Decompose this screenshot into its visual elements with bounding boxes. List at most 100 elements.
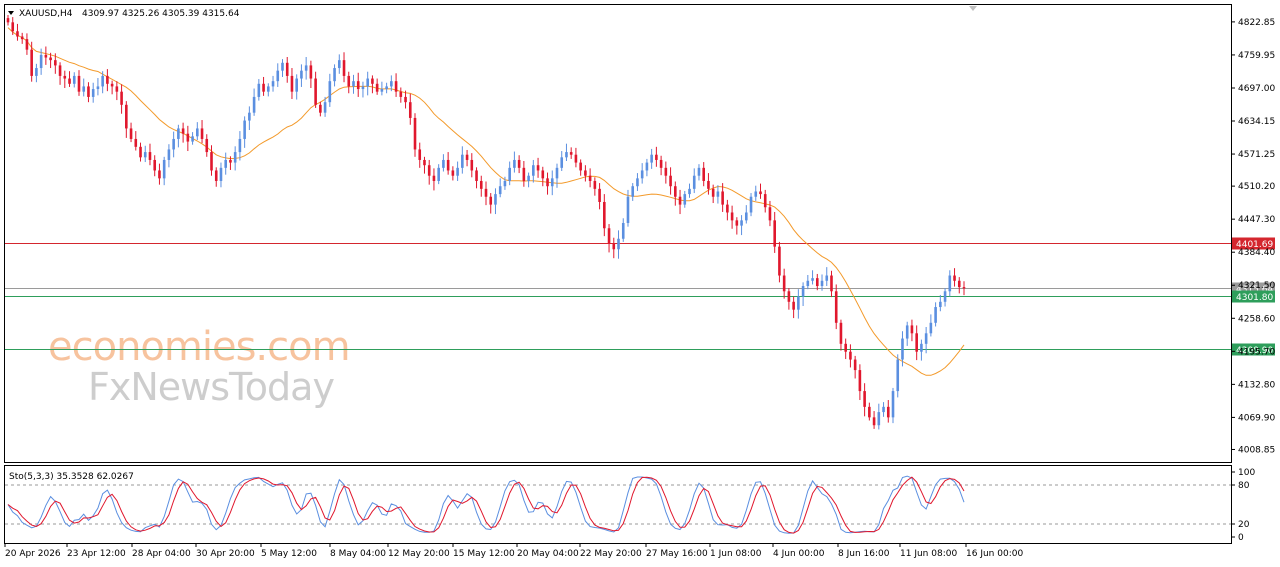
candle-body: [844, 343, 847, 352]
candle-body: [929, 322, 933, 334]
candle-body: [238, 138, 242, 153]
candle-body: [678, 196, 682, 205]
candle-body: [886, 406, 890, 418]
candle-body: [522, 167, 526, 181]
candle-body: [20, 36, 24, 40]
candle-body: [418, 149, 422, 160]
scroll-indicator-icon[interactable]: [969, 6, 977, 11]
candle-body: [371, 78, 374, 84]
candle-body: [200, 128, 204, 139]
candle-body: [143, 152, 147, 158]
candle-body: [432, 175, 436, 181]
candle-body: [385, 86, 388, 90]
candle-body: [456, 167, 459, 176]
stoch-signal-line: [7, 476, 965, 534]
candle-body: [196, 128, 199, 137]
candle-body: [257, 83, 261, 97]
candle-body: [759, 191, 762, 195]
candle-body: [953, 275, 956, 281]
candle-body: [579, 162, 582, 171]
watermark: economies.com FxNewsToday: [48, 324, 351, 409]
candle-body: [584, 170, 587, 176]
stochastic-panel-frame: [4, 465, 1232, 544]
candle-body: [820, 280, 824, 287]
candle-body: [139, 146, 142, 158]
candle-body: [162, 159, 166, 179]
candle-body: [347, 75, 351, 87]
candle-body: [697, 167, 701, 176]
candle-body: [44, 54, 48, 58]
candle-body: [177, 128, 180, 139]
candle-body: [674, 186, 677, 197]
time-axis: 20 Apr 2026 23 Apr 12:00 28 Apr 04:00 30 Ap…: [4, 543, 1023, 559]
candle-body: [219, 167, 223, 181]
candle-body: [295, 78, 298, 92]
time-tick-label: 27 May 16:00: [646, 549, 708, 559]
stoch-tick-label: 0: [1238, 533, 1244, 543]
level-badge: [1232, 237, 1275, 250]
candle-body: [271, 81, 275, 87]
candle-body: [948, 275, 952, 292]
price-tick-label: 4822.85: [1238, 18, 1275, 28]
candle-body: [957, 280, 961, 288]
time-tick-label: 22 May 20:00: [580, 549, 642, 559]
candle-body: [125, 104, 128, 129]
candle-body: [262, 83, 265, 92]
moving-average: [7, 27, 965, 376]
time-tick-label: 16 Jun 00:00: [966, 549, 1023, 559]
candle-body: [939, 301, 942, 308]
candle-body: [631, 186, 635, 197]
candle-body: [380, 89, 384, 92]
candle-body: [304, 65, 308, 71]
candle-body: [707, 180, 710, 189]
candle-body: [342, 60, 346, 76]
candle-body: [319, 104, 322, 113]
level-badge: [1232, 290, 1275, 303]
candle-body: [593, 180, 597, 189]
candle-body: [356, 81, 360, 90]
ma-line: [7, 27, 965, 376]
candle-body: [77, 75, 81, 92]
candle-body: [210, 152, 213, 171]
candle-body: [361, 86, 365, 90]
candle-body: [214, 170, 218, 181]
candle-body: [461, 154, 464, 168]
candle-body: [134, 138, 138, 147]
candle-body: [782, 275, 786, 292]
candle-body: [664, 167, 668, 176]
stochastic-oscillator: 100 80 20 0: [5, 468, 1255, 543]
price-tick-label: 4069.90: [1238, 413, 1275, 423]
time-tick-label: 1 Jun 08:00: [710, 549, 762, 559]
candle-body: [25, 39, 29, 50]
candle-body: [39, 54, 43, 69]
time-tick-label: 15 May 12:00: [453, 549, 515, 559]
candle-body: [408, 102, 412, 118]
time-tick-label: 12 May 20:00: [388, 549, 450, 559]
candle-body: [181, 128, 185, 134]
candle-body: [323, 102, 327, 113]
price-tick-label: 4571.25: [1238, 150, 1275, 160]
candle-body: [858, 370, 862, 392]
candle-body: [532, 165, 535, 176]
candle-body: [588, 175, 592, 181]
candle-body: [735, 220, 739, 226]
candle-body: [172, 138, 175, 150]
candle-body: [11, 22, 15, 32]
candle-body: [711, 188, 715, 197]
candle-body: [470, 159, 474, 171]
candle-body: [110, 83, 114, 87]
candle-body: [574, 154, 578, 163]
price-tick-label: 4321.50: [1238, 281, 1275, 291]
candle-body: [546, 178, 549, 187]
candle-body: [640, 170, 644, 179]
level-label: 4315.64: [1236, 285, 1273, 295]
candle-body: [498, 186, 502, 195]
candle-body: [612, 244, 616, 250]
symbol-dropdown-icon[interactable]: [8, 11, 14, 15]
candle-body: [266, 86, 270, 92]
time-tick-label: 5 May 12:00: [261, 549, 317, 559]
candle-body: [475, 170, 478, 181]
candle-body: [905, 325, 909, 339]
candle-body: [49, 57, 52, 61]
candle-body: [768, 207, 772, 221]
